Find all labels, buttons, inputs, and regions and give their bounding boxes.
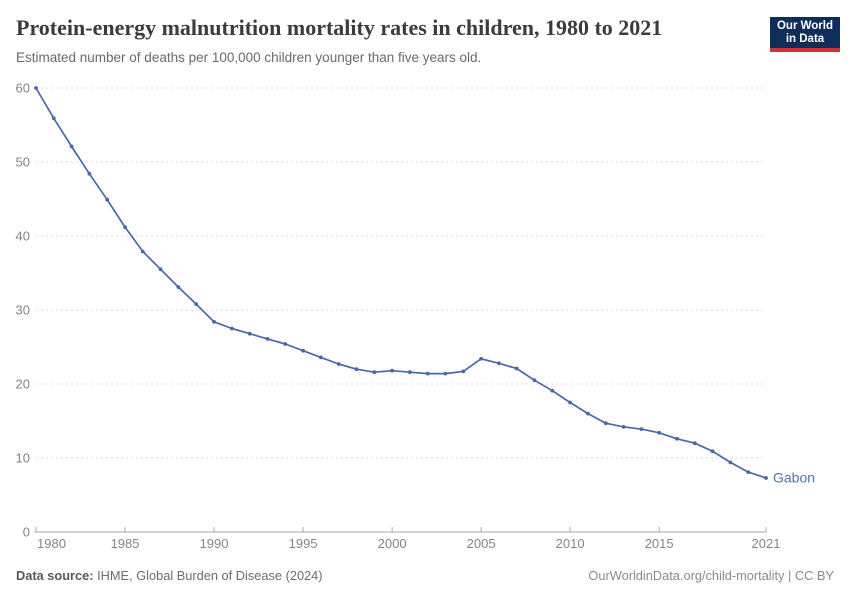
series-end-label[interactable]: Gabon [773,469,815,485]
y-axis-label: 50 [16,155,30,170]
data-source-note: Data source: IHME, Global Burden of Dise… [16,568,323,584]
data-point-marker[interactable] [408,370,412,375]
data-point-marker[interactable] [675,436,679,441]
data-point-marker[interactable] [443,371,448,376]
series-line-gabon[interactable] [35,87,767,479]
chart-title: Protein-energy malnutrition mortality ra… [16,15,663,40]
data-point-marker[interactable] [568,400,572,405]
y-axis-label: 30 [16,303,30,318]
data-point-marker[interactable] [764,476,768,480]
x-axis-label: 1990 [200,536,229,551]
data-source-label: Data source: [16,568,94,583]
data-point-marker[interactable] [372,370,377,375]
data-point-marker[interactable] [728,460,733,465]
owid-logo-line2: in Data [785,32,825,45]
data-point-marker[interactable] [87,171,92,176]
y-axis-label: 40 [16,229,30,244]
data-point-marker[interactable] [283,342,288,346]
data-point-marker[interactable] [461,369,466,374]
data-point-marker[interactable] [746,470,751,474]
x-axis-label: 2010 [556,536,585,551]
data-point-marker[interactable] [319,355,323,360]
x-axis-label: 2005 [467,536,496,551]
data-point-marker[interactable] [69,144,74,149]
data-point-marker[interactable] [354,367,359,372]
data-point-marker[interactable] [123,225,127,230]
data-point-marker[interactable] [34,86,38,90]
data-source-text: IHME, Global Burden of Disease (2024) [93,568,323,583]
data-point-marker[interactable] [586,411,590,416]
y-axis-label: 60 [16,81,30,96]
x-axis-label: 1995 [289,536,318,551]
x-axis-label: 2000 [378,536,407,551]
data-point-marker[interactable] [497,361,501,366]
y-axis-label: 10 [16,451,30,466]
data-point-marker[interactable] [710,449,715,454]
data-point-marker[interactable] [158,267,163,272]
data-point-marker[interactable] [212,319,216,324]
data-point-marker[interactable] [425,371,430,376]
chart-footer: Data source: IHME, Global Burden of Dise… [16,568,834,584]
owid-logo-line1: Our World [776,19,833,32]
data-point-marker[interactable] [247,331,252,336]
data-point-marker[interactable] [230,326,234,331]
owid-logo[interactable]: Our World in Data [770,17,840,52]
data-point-marker[interactable] [105,197,110,202]
data-point-marker[interactable] [692,441,697,446]
data-point-marker[interactable] [621,425,626,429]
data-point-marker[interactable] [550,388,555,393]
data-point-marker[interactable] [657,430,662,435]
data-point-marker[interactable] [51,116,56,121]
data-point-marker[interactable] [194,302,199,306]
data-point-marker[interactable] [532,378,537,383]
data-point-marker[interactable] [336,362,341,366]
x-axis-label: 2015 [645,536,674,551]
data-point-marker[interactable] [265,337,270,341]
data-point-marker[interactable] [176,285,181,289]
data-point-marker[interactable] [479,356,483,361]
data-point-marker[interactable] [639,427,644,431]
data-point-marker[interactable] [140,249,145,254]
data-point-marker[interactable] [603,421,608,426]
x-axis-label: 2021 [752,536,781,551]
y-axis-label: 0 [23,525,30,540]
chart-subtitle: Estimated number of deaths per 100,000 c… [16,50,482,65]
owid-url-link[interactable]: OurWorldinData.org/child-mortality | CC … [588,568,834,583]
data-point-marker[interactable] [514,366,519,371]
x-axis-label: 1980 [37,536,66,551]
y-axis-label: 20 [16,377,30,392]
data-point-marker[interactable] [301,348,305,353]
data-point-marker[interactable] [390,368,394,373]
x-axis-label: 1985 [111,536,140,551]
